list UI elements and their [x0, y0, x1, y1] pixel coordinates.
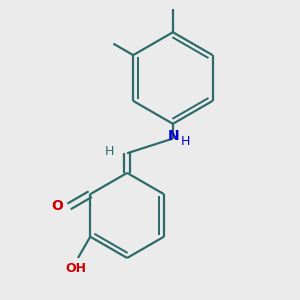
- Text: H: H: [104, 145, 114, 158]
- Text: N: N: [168, 129, 180, 143]
- Text: H: H: [181, 135, 190, 148]
- Text: OH: OH: [66, 262, 87, 275]
- Text: O: O: [51, 199, 63, 213]
